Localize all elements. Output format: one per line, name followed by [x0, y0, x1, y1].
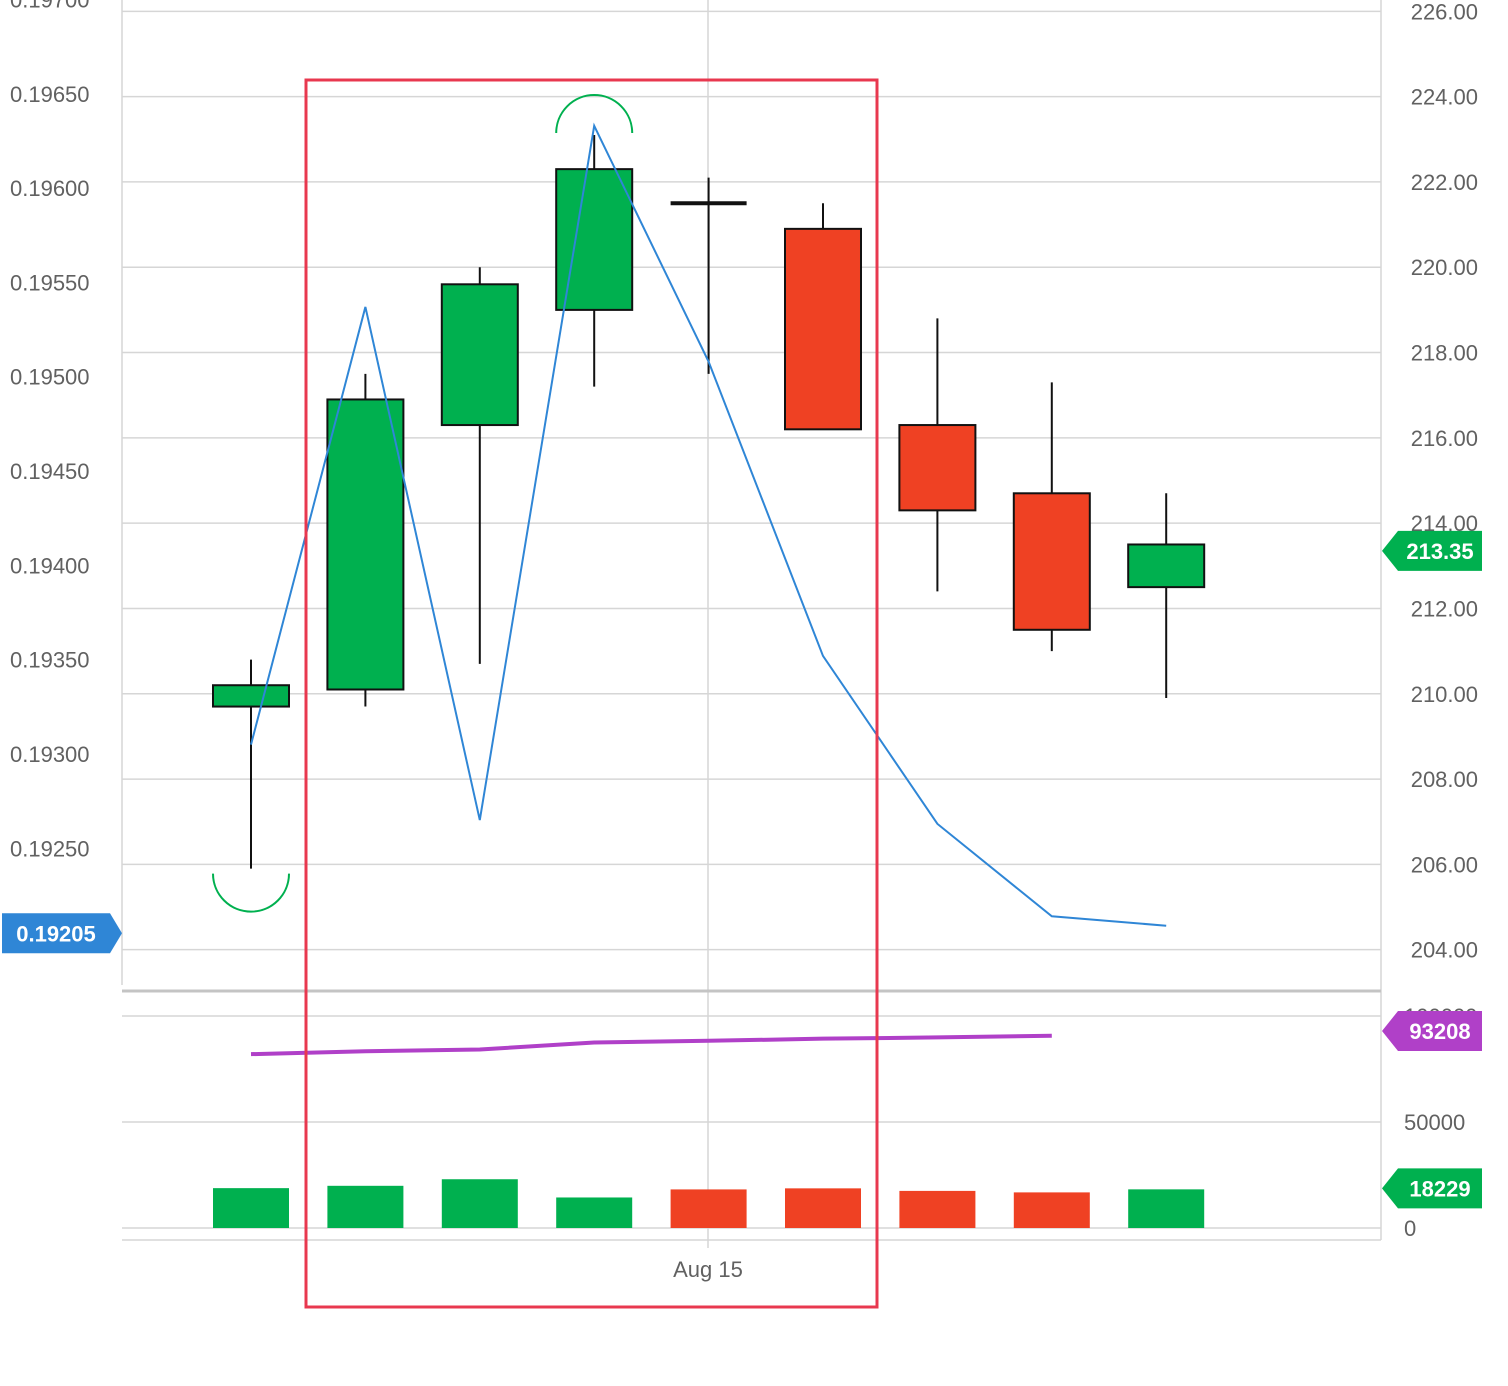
line-series [212, 94, 1167, 927]
volume-panel [213, 1033, 1205, 1228]
right-axis-tick: 208.00 [1411, 767, 1478, 792]
current-price-badge: 213.35 [1406, 539, 1473, 564]
highlight-rectangle [304, 78, 879, 1309]
current-volume-badge: 18229 [1409, 1176, 1470, 1201]
left-axis-tick: 0.19450 [10, 459, 90, 484]
price-line [250, 122, 1167, 927]
candle-body [555, 168, 634, 311]
candle-body [898, 424, 977, 512]
candle-body [784, 227, 862, 431]
x-axis-label: Aug 15 [673, 1257, 743, 1282]
right-axis-tick: 212.00 [1411, 596, 1478, 621]
right-axis-tick: 216.00 [1411, 426, 1478, 451]
left-axis-tick: 0.19550 [10, 270, 90, 295]
swing-high-marker [555, 94, 634, 134]
left-axis-tick: 0.19650 [10, 82, 90, 107]
current-volume-badge-shape [1382, 1168, 1482, 1209]
left-axis-tick: 0.19250 [10, 836, 90, 861]
volume-ma-badge-shape [1382, 1011, 1482, 1051]
volume-bar [785, 1188, 861, 1228]
volume-bar [1128, 1189, 1205, 1228]
right-axis-tick: 204.00 [1411, 938, 1478, 963]
right-axis-tick: 226.00 [1411, 0, 1478, 24]
right-axis-tick: 224.00 [1411, 85, 1478, 110]
right-axis-tick: 210.00 [1411, 682, 1478, 707]
right-axis-tick: 222.00 [1411, 170, 1478, 195]
left-axis-tick: 0.19600 [10, 176, 90, 201]
candle-body [1012, 492, 1091, 631]
volume-ma-line [250, 1033, 1052, 1057]
left-axis-tick: 0.19700 [10, 0, 90, 12]
left-current-badge: 0.19205 [16, 921, 96, 946]
left-axis-tick: 0.19400 [10, 553, 90, 578]
right-axis-tick: 218.00 [1411, 341, 1478, 366]
current-price-badge-shape [1382, 530, 1482, 571]
volume-bar [899, 1190, 976, 1228]
left-axis-tick: 0.19350 [10, 648, 90, 673]
volume-bar [327, 1185, 404, 1228]
left-axis-tick: 0.19300 [10, 742, 90, 767]
axes: 226.00224.00222.00220.00218.00216.00214.… [2, 0, 1482, 1282]
swing-low-marker [212, 873, 290, 913]
candle-body [326, 398, 405, 691]
volume-bar [670, 1189, 747, 1228]
volume-bar [556, 1197, 633, 1228]
left-axis-tick: 0.19500 [10, 365, 90, 390]
candle-body [1127, 543, 1206, 589]
volume-bar [213, 1188, 289, 1228]
volume-axis-tick: 0 [1404, 1216, 1416, 1241]
candles [212, 135, 1206, 869]
volume-ma-badge: 93208 [1409, 1019, 1470, 1044]
right-axis-tick: 220.00 [1411, 255, 1478, 280]
volume-axis-tick: 50000 [1404, 1110, 1465, 1135]
grid-lines [121, 0, 1382, 1248]
volume-bar [441, 1179, 518, 1228]
candle-body [440, 283, 519, 427]
highlight-box [304, 78, 879, 1309]
right-axis-tick: 206.00 [1411, 852, 1478, 877]
candle-body [212, 684, 290, 708]
left-current-badge-shape [2, 913, 122, 954]
volume-bar [1013, 1192, 1090, 1228]
